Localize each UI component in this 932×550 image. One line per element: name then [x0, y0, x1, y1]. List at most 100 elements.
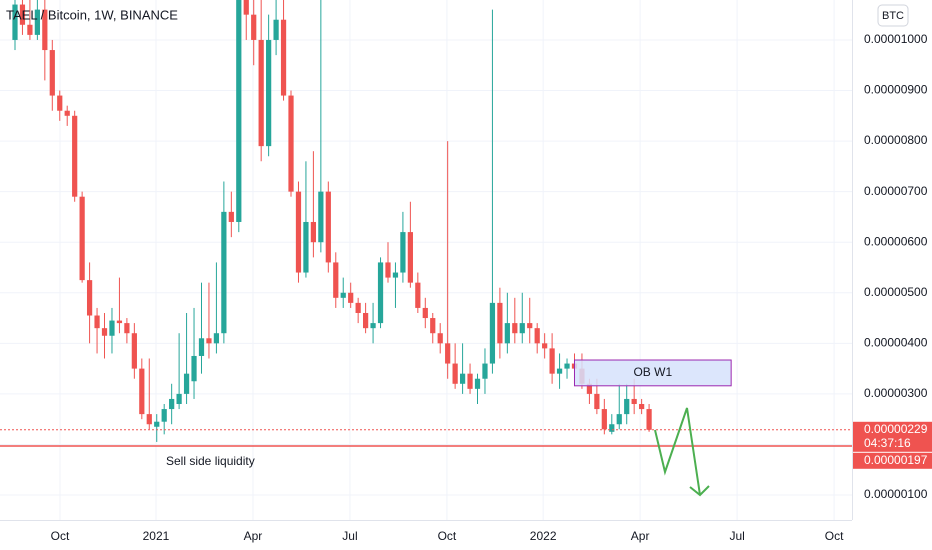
candle-body	[154, 421, 160, 427]
price-line-text: Sell side liquidity	[166, 454, 255, 468]
x-tick-label: 2022	[530, 529, 557, 543]
candle-body	[527, 323, 533, 329]
candle-body	[556, 368, 563, 374]
price-tag-label: 0.00000229	[864, 422, 928, 436]
candle-body	[27, 24, 33, 35]
candle-body	[169, 398, 175, 410]
y-tick-label: 0.00000800	[864, 133, 928, 147]
candle-body	[646, 409, 652, 430]
price-countdown: 04:37:16	[864, 436, 911, 450]
x-tick-label: Oct	[438, 529, 457, 543]
candle-body	[228, 211, 234, 222]
candle-body	[564, 363, 570, 369]
candle-body	[631, 398, 637, 405]
candle-body	[407, 232, 413, 283]
candle-body	[437, 333, 443, 344]
candle-body	[348, 292, 354, 303]
y-tick-label: 0.00001000	[864, 32, 928, 46]
candle-body	[355, 302, 361, 313]
candle-body	[251, 14, 257, 40]
candle-body	[258, 39, 264, 147]
candle-body	[363, 312, 369, 329]
candle-body	[542, 343, 548, 349]
y-tick-label: 0.00000500	[864, 285, 928, 299]
candle-body	[594, 393, 600, 410]
projection-arrowhead	[689, 485, 710, 497]
candle-body	[467, 373, 473, 389]
candle-body	[474, 378, 481, 389]
candle-body	[616, 414, 622, 425]
candle-body	[42, 9, 48, 51]
candle-body	[392, 272, 399, 278]
x-tick-label: Jul	[342, 529, 357, 543]
candle-body	[19, 4, 26, 25]
y-tick-label: 0.00000400	[864, 336, 928, 350]
candle-body	[624, 398, 630, 415]
candle-body	[385, 262, 391, 278]
candle-body	[236, 0, 242, 222]
candle-body	[325, 191, 331, 263]
candle-body	[430, 318, 436, 334]
candle-body	[213, 333, 220, 344]
candle-body	[131, 333, 137, 369]
candle-body	[377, 262, 384, 324]
candle-body	[422, 307, 428, 319]
currency-badge[interactable]	[877, 4, 909, 27]
candle-body	[549, 348, 555, 374]
candle-body	[101, 328, 108, 336]
candle-body	[609, 424, 615, 432]
candle-body	[452, 363, 458, 384]
candle-body	[86, 280, 93, 316]
candle-body	[489, 302, 496, 364]
candle-body	[64, 110, 70, 116]
candle-body	[519, 323, 525, 334]
x-tick-label: Oct	[51, 529, 70, 543]
candle-body	[183, 373, 190, 394]
candle-body	[57, 95, 63, 111]
y-tick-label: 0.00000100	[864, 487, 928, 501]
candle-body	[273, 19, 279, 40]
candle-body	[400, 232, 406, 273]
candle-body	[161, 409, 167, 422]
candle-body	[310, 221, 317, 243]
candle-body	[221, 211, 227, 334]
grid	[0, 0, 852, 520]
candle-body	[139, 368, 145, 415]
candle-body	[266, 39, 272, 147]
currency-label: BTC	[882, 10, 904, 22]
x-tick-label: 2021	[143, 529, 170, 543]
x-tick-label: Apr	[631, 529, 650, 543]
order-block-label: OB W1	[633, 365, 672, 379]
projection-path	[654, 407, 701, 496]
x-tick-label: Apr	[244, 529, 263, 543]
candle-body	[639, 404, 645, 410]
order-block	[573, 359, 732, 387]
price-tag	[853, 421, 932, 452]
candle-body	[303, 221, 309, 273]
candle-body	[72, 115, 78, 197]
candle-body	[12, 4, 18, 40]
candle-body	[288, 95, 294, 192]
y-tick-label: 0.00000300	[864, 386, 928, 400]
candle-body	[191, 355, 197, 382]
candle-body	[459, 373, 466, 384]
y-tick-label: 0.00000700	[864, 184, 928, 198]
candle-body	[124, 323, 130, 334]
price-tag-label: 0.00000197	[864, 453, 928, 467]
x-tick-label: Jul	[729, 529, 744, 543]
candle-body	[340, 292, 346, 298]
y-tick-label: 0.00000600	[864, 234, 928, 248]
candle-body	[34, 9, 40, 35]
chart-title: TAEL / Bitcoin, 1W, BINANCE	[6, 7, 178, 22]
candle-body	[79, 196, 85, 281]
candle-body	[534, 328, 540, 344]
candle-body	[504, 323, 510, 344]
price-tag	[853, 452, 932, 469]
candle-body	[497, 302, 503, 344]
candle-body	[318, 191, 324, 243]
x-tick-label: Oct	[825, 529, 844, 543]
candle-body	[482, 363, 488, 379]
overlay: OB W1 Sell side liquidity	[0, 359, 852, 468]
candle-body	[370, 323, 376, 329]
